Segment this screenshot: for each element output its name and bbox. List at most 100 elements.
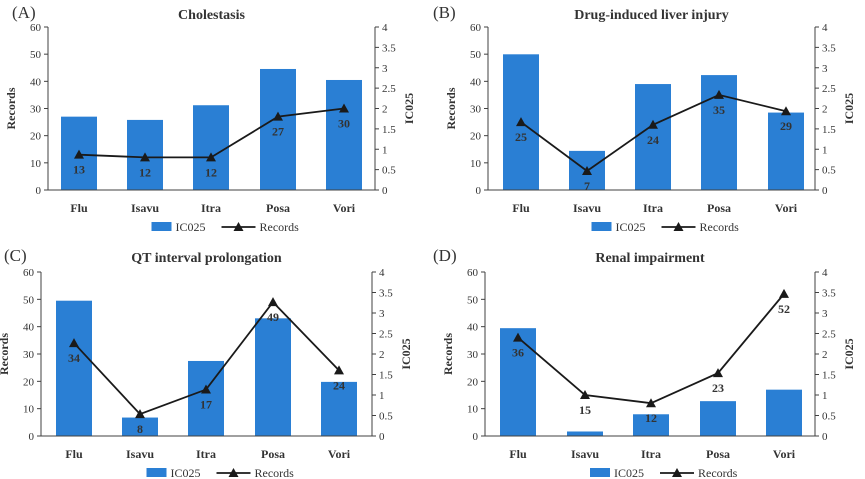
bar-posa[interactable] bbox=[255, 318, 291, 436]
panel-label: (A) bbox=[12, 3, 36, 22]
legend-bar-label: IC025 bbox=[614, 466, 644, 479]
right-tick-label: 1 bbox=[822, 144, 828, 156]
right-tick-label: 2.5 bbox=[379, 329, 393, 341]
legend-bar-label: IC025 bbox=[171, 466, 201, 479]
x-tick-label: Vori bbox=[775, 201, 798, 215]
legend-bar-label: IC025 bbox=[176, 220, 206, 234]
legend-bar-label: IC025 bbox=[616, 220, 646, 234]
left-tick-label: 10 bbox=[30, 158, 42, 170]
records-marker-posa[interactable] bbox=[713, 368, 723, 378]
bar-isavu[interactable] bbox=[122, 417, 158, 436]
right-tick-label: 3.5 bbox=[822, 42, 836, 54]
bar-vori[interactable] bbox=[326, 79, 362, 190]
x-tick-label: Flu bbox=[512, 201, 530, 215]
right-tick-label: 4 bbox=[379, 267, 385, 279]
legend-line-label: Records bbox=[698, 466, 738, 479]
left-axis-title: Records bbox=[4, 87, 18, 129]
right-tick-label: 1.5 bbox=[822, 124, 836, 136]
bar-vori[interactable] bbox=[766, 389, 802, 436]
records-marker-posa[interactable] bbox=[268, 297, 278, 307]
right-tick-label: 2.5 bbox=[822, 329, 836, 341]
right-tick-label: 0 bbox=[382, 185, 388, 197]
bar-itra[interactable] bbox=[633, 414, 669, 436]
right-tick-label: 1 bbox=[382, 144, 388, 156]
legend-bar-swatch bbox=[591, 222, 612, 231]
records-data-label: 15 bbox=[579, 403, 591, 417]
bar-vori[interactable] bbox=[321, 381, 357, 436]
x-tick-label: Posa bbox=[707, 201, 731, 215]
records-marker-vori[interactable] bbox=[334, 365, 344, 375]
records-marker-posa[interactable] bbox=[714, 89, 724, 99]
x-tick-label: Flu bbox=[65, 447, 83, 461]
bar-flu[interactable] bbox=[500, 328, 536, 436]
records-marker-itra[interactable] bbox=[206, 152, 216, 162]
records-data-label: 12 bbox=[645, 411, 657, 425]
left-tick-label: 10 bbox=[467, 404, 479, 416]
records-marker-flu[interactable] bbox=[69, 338, 79, 348]
records-data-label: 34 bbox=[68, 351, 80, 365]
records-marker-isavu[interactable] bbox=[582, 165, 592, 175]
records-marker-vori[interactable] bbox=[339, 103, 349, 113]
right-tick-label: 1 bbox=[379, 390, 385, 402]
records-data-label: 8 bbox=[137, 422, 143, 436]
left-tick-label: 30 bbox=[470, 104, 482, 116]
records-data-label: 25 bbox=[515, 130, 527, 144]
right-tick-label: 2 bbox=[822, 104, 828, 116]
left-tick-label: 20 bbox=[30, 131, 42, 143]
records-marker-posa[interactable] bbox=[273, 111, 283, 121]
legend-bar-swatch bbox=[146, 468, 167, 477]
x-tick-label: Posa bbox=[706, 447, 730, 461]
records-marker-flu[interactable] bbox=[74, 149, 84, 159]
legend-line-label: Records bbox=[260, 220, 300, 234]
right-tick-label: 2 bbox=[822, 349, 828, 361]
legend-triangle-icon bbox=[672, 468, 682, 477]
records-marker-itra[interactable] bbox=[646, 398, 656, 408]
left-tick-label: 60 bbox=[467, 267, 479, 279]
records-marker-flu[interactable] bbox=[516, 117, 526, 127]
records-marker-isavu[interactable] bbox=[135, 409, 145, 419]
legend-triangle-icon bbox=[233, 222, 244, 231]
records-marker-itra[interactable] bbox=[201, 384, 211, 394]
records-marker-itra[interactable] bbox=[648, 119, 658, 129]
left-tick-label: 20 bbox=[23, 376, 35, 388]
left-tick-label: 60 bbox=[23, 267, 35, 279]
bar-posa[interactable] bbox=[700, 401, 736, 436]
legend-bar-swatch bbox=[590, 468, 610, 477]
records-line bbox=[517, 293, 785, 405]
right-tick-label: 3 bbox=[822, 308, 828, 320]
bar-posa[interactable] bbox=[260, 68, 296, 190]
right-tick-label: 4 bbox=[822, 267, 828, 279]
left-axis-title: Records bbox=[441, 333, 455, 375]
bar-isavu[interactable] bbox=[567, 431, 603, 436]
bar-flu[interactable] bbox=[56, 300, 92, 436]
x-tick-label: Itra bbox=[641, 447, 661, 461]
right-axis-title: IC025 bbox=[842, 93, 856, 124]
bar-vori[interactable] bbox=[768, 112, 804, 190]
right-axis-title: IC025 bbox=[402, 93, 416, 124]
right-tick-label: 2.5 bbox=[822, 83, 836, 95]
left-tick-label: 10 bbox=[470, 158, 482, 170]
x-tick-label: Isavu bbox=[573, 201, 601, 215]
right-tick-label: 0.5 bbox=[822, 411, 836, 423]
records-marker-vori[interactable] bbox=[781, 106, 791, 116]
left-tick-label: 40 bbox=[470, 76, 482, 88]
bar-itra[interactable] bbox=[635, 84, 671, 190]
left-axis-title: Records bbox=[0, 333, 11, 375]
left-tick-label: 10 bbox=[23, 404, 35, 416]
left-tick-label: 60 bbox=[470, 22, 482, 34]
bar-itra[interactable] bbox=[193, 105, 229, 190]
panel-label: (C) bbox=[4, 246, 27, 265]
left-axis-title: Records bbox=[444, 87, 458, 129]
right-tick-label: 3 bbox=[382, 63, 388, 75]
records-marker-isavu[interactable] bbox=[580, 390, 590, 399]
x-tick-label: Flu bbox=[509, 447, 527, 461]
x-tick-label: Posa bbox=[261, 447, 285, 461]
x-tick-label: Vori bbox=[773, 447, 796, 461]
records-marker-flu[interactable] bbox=[513, 332, 523, 342]
right-tick-label: 0 bbox=[822, 185, 828, 197]
right-tick-label: 1.5 bbox=[822, 370, 836, 382]
records-data-label: 52 bbox=[778, 302, 790, 316]
records-marker-isavu[interactable] bbox=[140, 152, 150, 162]
x-tick-label: Itra bbox=[196, 447, 216, 461]
records-marker-vori[interactable] bbox=[779, 288, 789, 298]
